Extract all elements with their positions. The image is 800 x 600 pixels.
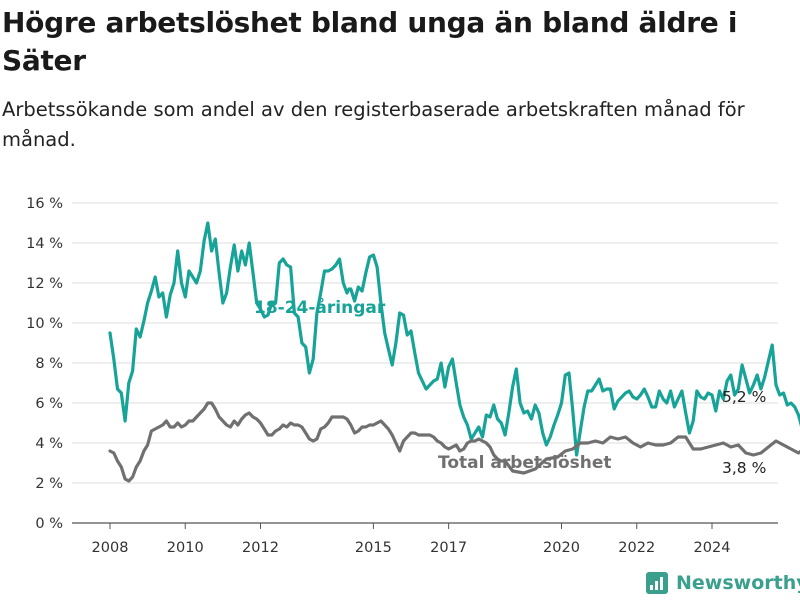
x-tick-label: 2024	[694, 540, 731, 556]
series-lines	[110, 223, 800, 481]
x-tick-label: 2017	[430, 540, 467, 556]
y-axis-ticks: 0 % 2 % 4 % 6 % 8 % 10 % 12 % 14 % 16 %	[26, 196, 63, 532]
youth-end-value-label: 5,2 %	[722, 388, 766, 406]
x-tick-label: 2020	[543, 540, 580, 556]
x-tick-label: 2022	[618, 540, 655, 556]
y-tick-label: 14 %	[26, 236, 63, 252]
brand-name: Newsworthy	[676, 572, 800, 594]
newsworthy-logo: Newsworthy	[646, 570, 800, 596]
y-tick-label: 16 %	[26, 196, 63, 212]
y-tick-label: 2 %	[35, 476, 63, 492]
y-tick-label: 6 %	[35, 396, 63, 412]
youth-series-line	[110, 223, 800, 455]
y-tick-label: 4 %	[35, 436, 63, 452]
x-tick-label: 2008	[92, 540, 129, 556]
line-chart: 0 % 2 % 4 % 6 % 8 % 10 % 12 % 14 % 16 % 2008 2010…	[0, 0, 800, 600]
x-tick-label: 2015	[355, 540, 392, 556]
x-tick-label: 2010	[167, 540, 204, 556]
y-tick-label: 0 %	[35, 516, 63, 532]
total-end-value-label: 3,8 %	[722, 459, 766, 477]
y-tick-label: 10 %	[26, 316, 63, 332]
x-tick-label: 2012	[242, 540, 279, 556]
total-series-label: Total arbetslöshet	[438, 453, 612, 473]
bar-chart-icon	[646, 572, 668, 594]
y-tick-label: 8 %	[35, 356, 63, 372]
x-axis: 2008 2010 2012 2015 2017 2020 2022 2024	[92, 523, 731, 556]
y-tick-label: 12 %	[26, 276, 63, 292]
youth-series-label: 18-24-åringar	[254, 296, 386, 318]
